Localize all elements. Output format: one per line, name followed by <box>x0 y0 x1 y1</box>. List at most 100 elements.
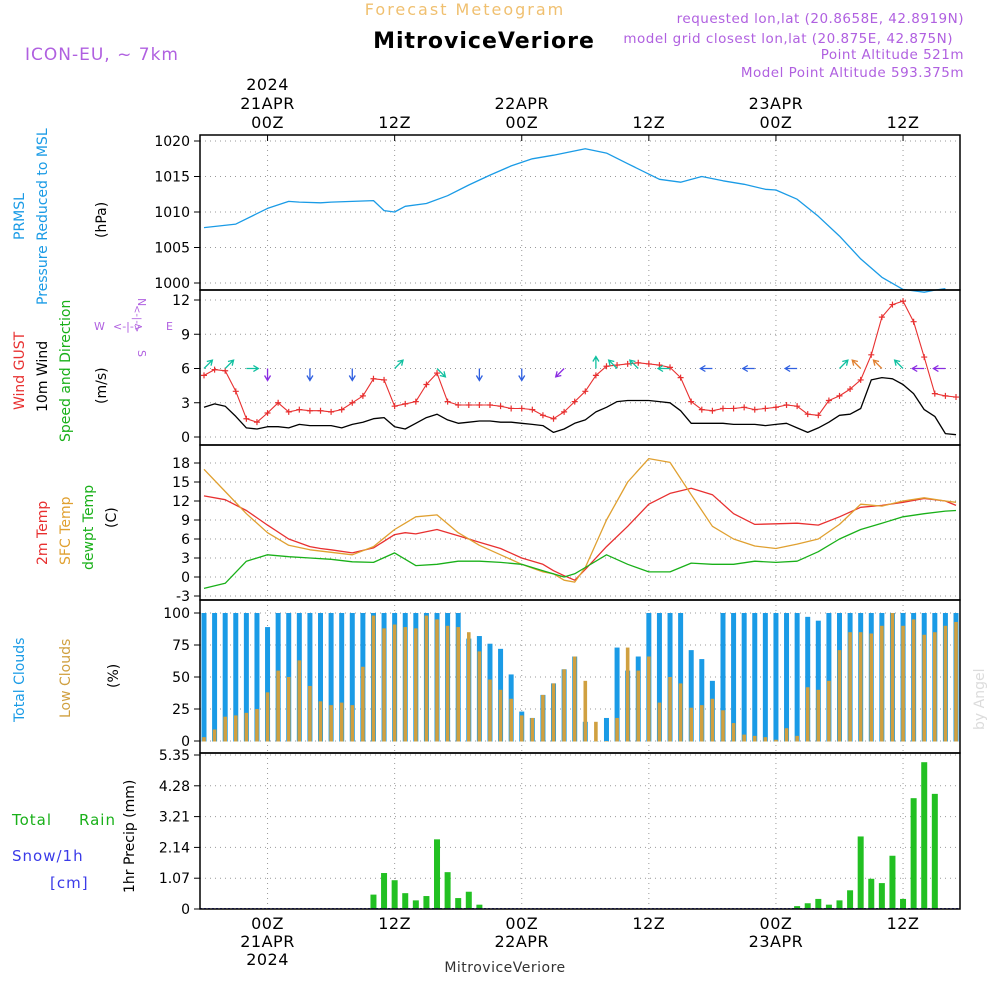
low-cloud-bar <box>212 729 217 742</box>
precip-label-total: Total <box>11 811 52 829</box>
footer-station: MitroviceVeriore <box>444 960 565 976</box>
total-cloud-bar <box>815 620 821 742</box>
gust-marker <box>698 406 705 413</box>
gust-marker <box>253 419 260 426</box>
low-cloud-bar <box>297 660 302 742</box>
precip-bar <box>878 883 885 909</box>
low-cloud-bar <box>435 619 439 742</box>
gust-marker <box>381 376 388 383</box>
precip-label-rain: Rain <box>79 811 116 829</box>
bottom-time-label: 00Z <box>251 914 284 933</box>
gust-marker <box>772 404 779 411</box>
bottom-time-label: 2024 <box>246 950 289 969</box>
y-tick-label: 9 <box>181 513 190 529</box>
wind-direction-arrow <box>475 368 483 382</box>
low-cloud-bar <box>880 625 884 742</box>
wind-direction-arrow <box>628 359 639 369</box>
cloud-labels: Total Clouds Low Clouds (%) <box>12 638 122 723</box>
wind-direction-arrow <box>872 359 883 369</box>
low-cloud-bar <box>647 656 651 742</box>
y-tick-label: 75 <box>172 638 190 654</box>
y-tick-label: 6 <box>181 362 190 378</box>
low-cloud-bar <box>456 627 460 742</box>
y-tick-label: 0 <box>181 430 190 446</box>
requested-lonlat: requested lon,lat (20.8658E, 42.8919N) <box>677 11 964 27</box>
bottom-time-label: 00Z <box>760 914 793 933</box>
low-cloud-bar <box>466 632 471 742</box>
gust-marker <box>889 301 896 308</box>
low-cloud-bar <box>795 735 799 742</box>
low-cloud-bar <box>625 647 630 742</box>
gust-marker <box>370 375 377 382</box>
gust-marker <box>730 405 737 412</box>
gust-marker <box>751 406 758 413</box>
gust-marker <box>264 410 271 417</box>
wind-direction-arrow <box>554 368 565 378</box>
precip-bar <box>455 898 462 909</box>
wind-direction-arrow <box>893 359 904 369</box>
low-cloud-bar <box>350 705 355 742</box>
data-layer <box>200 148 960 909</box>
gust-marker <box>847 386 854 393</box>
gust-marker <box>338 406 345 413</box>
gust-marker <box>211 366 218 373</box>
bottom-time-label: 12Z <box>887 914 920 933</box>
precip-bar <box>868 878 875 909</box>
precip-bar <box>391 880 398 909</box>
low-cloud-bar <box>700 705 704 742</box>
y-tick-label: 9 <box>181 327 190 343</box>
pressure-labels: PRMSL Pressure Reduced to MSL (hPa) <box>12 128 110 305</box>
total-cloud-bar <box>688 650 694 742</box>
gust-marker <box>900 298 907 305</box>
low-cloud-bar <box>255 709 259 742</box>
top-time-label: 23APR <box>749 94 804 113</box>
gust-marker <box>815 412 822 419</box>
wind-direction-arrow <box>741 364 755 373</box>
gust-marker <box>571 398 578 405</box>
low-cloud-bar <box>583 680 588 742</box>
total-cloud-bar <box>349 613 355 742</box>
precip-bar <box>370 894 377 909</box>
top-time-label: 00Z <box>760 113 793 132</box>
y-tick-label: 2.14 <box>159 840 190 856</box>
gust-marker <box>243 415 250 422</box>
low-cloud-bar <box>710 698 715 742</box>
top-time-label: 00Z <box>251 113 284 132</box>
low-cloud-bar <box>530 717 535 742</box>
low-cloud-bar <box>329 705 333 742</box>
precip-bar <box>423 896 430 909</box>
total-cloud-bar <box>243 613 249 742</box>
low-cloud-bar <box>445 625 450 742</box>
y-tick-label: 50 <box>172 670 190 686</box>
compass-west: W <box>94 320 105 333</box>
low-cloud-bar <box>636 670 641 742</box>
watermark: by Angel <box>972 669 988 730</box>
low-cloud-bar <box>933 632 937 742</box>
pressure-line <box>203 148 946 293</box>
total-cloud-bar <box>762 613 768 742</box>
gust-marker <box>667 364 674 371</box>
y-tick-label: 0 <box>181 734 190 750</box>
y-tick-label: 3 <box>181 551 190 567</box>
gust-marker <box>603 363 610 370</box>
compass-south: S <box>135 350 148 357</box>
top-time-label: 22APR <box>494 94 549 113</box>
total-cloud-bar <box>656 613 662 742</box>
low-cloud-bar <box>742 734 746 742</box>
gust-marker <box>709 407 716 414</box>
total-cloud-bar <box>339 613 345 742</box>
pressure-label-1: PRMSL <box>12 193 28 240</box>
low-cloud-bar <box>689 707 694 742</box>
low-cloud-bar <box>223 716 227 742</box>
wind-direction-arrow <box>246 364 260 373</box>
low-cloud-bar <box>551 683 556 742</box>
y-tick-label: 12 <box>172 494 190 510</box>
gust-marker <box>762 405 769 412</box>
precip-bar <box>434 839 441 909</box>
total-cloud-bar <box>699 659 705 742</box>
low-cloud-bar <box>827 680 831 742</box>
low-cloud-bar <box>721 710 725 742</box>
gust-marker <box>275 399 282 406</box>
gust-marker <box>539 412 546 419</box>
